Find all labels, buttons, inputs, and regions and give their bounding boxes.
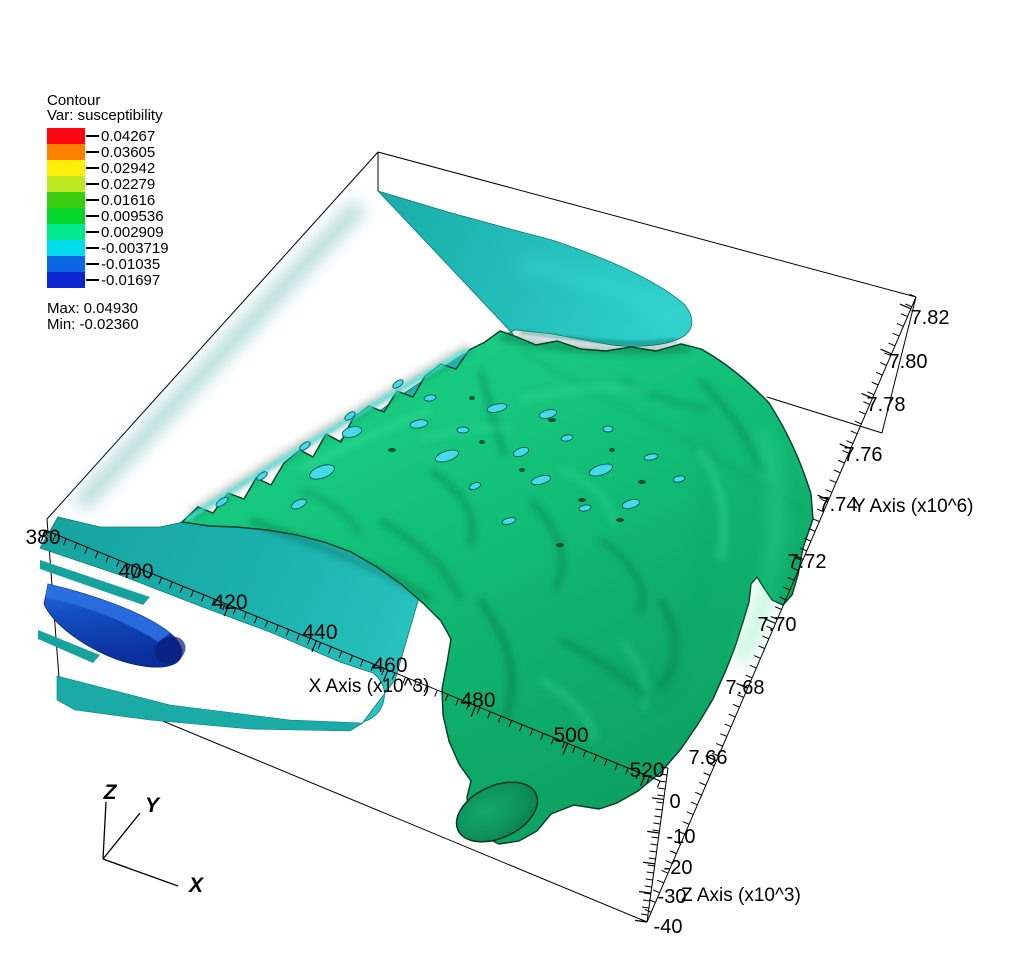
legend-tick xyxy=(86,279,99,281)
teal-slice-stripe-upper xyxy=(40,560,150,605)
legend-value: -0.01697 xyxy=(101,271,161,289)
teal-slice-stripe-lower xyxy=(38,630,100,663)
triad-z-label: Z xyxy=(103,781,118,804)
green-isosurface xyxy=(180,330,814,845)
legend-tick xyxy=(86,151,99,153)
y-axis-tick-label: 7.74 xyxy=(819,494,858,516)
y-axis-tick-label: 7.78 xyxy=(867,394,906,416)
z-axis-title: Z Axis (x10^3) xyxy=(681,885,801,906)
legend-entry: 0.04267 xyxy=(47,127,169,145)
legend-value: -0.01035 xyxy=(101,255,161,273)
x-axis-tick-label: 400 xyxy=(118,560,153,583)
z-axis-tick-label: -20 xyxy=(664,857,693,879)
legend-tick xyxy=(86,183,99,185)
legend-value: -0.003719 xyxy=(101,239,169,257)
y-axis-tick-label: 7.72 xyxy=(788,551,827,573)
legend-entry: 0.03605 xyxy=(47,143,169,161)
legend-tick xyxy=(86,215,99,217)
legend-value: 0.03605 xyxy=(101,143,156,161)
legend-value: 0.01616 xyxy=(101,191,156,209)
y-axis-tick-label: 7.70 xyxy=(758,614,797,636)
legend-variable: Var: susceptibility xyxy=(47,107,163,124)
legend-title: Contour xyxy=(47,92,101,109)
triad-y-label: Y xyxy=(145,794,161,817)
legend-min: Min: -0.02360 xyxy=(47,316,139,333)
legend-entry: 0.002909 xyxy=(47,223,169,241)
legend-tick xyxy=(86,199,99,201)
colorbar-swatch xyxy=(47,192,85,208)
cylinder-cut-face xyxy=(455,781,539,843)
z-axis-tick-label: -30 xyxy=(658,886,687,908)
y-axis-title: Y Axis (x10^6) xyxy=(853,496,974,517)
legend-value: 0.009536 xyxy=(101,207,164,225)
x-axis: 380 400 420 440 460 480 500 520 X Axis (x10^3) xyxy=(25,526,665,788)
x-axis-tick-label: 440 xyxy=(302,621,337,644)
teal-tongue-highlight xyxy=(518,254,684,329)
x-axis-tick-label: 480 xyxy=(460,689,495,712)
teal-bottom-slice xyxy=(56,675,364,732)
legend-entry: 0.01616 xyxy=(47,191,169,209)
legend-tick xyxy=(86,135,99,137)
colorbar-swatch xyxy=(47,224,85,240)
y-axis-tick-label: 7.68 xyxy=(726,677,765,699)
legend-tick xyxy=(86,247,99,249)
y-axis: 7.82 7.80 7.78 7.76 7.74 7.72 7.70 7.68 7.66 Y Ax… xyxy=(640,293,974,923)
x-axis-tick-label: 520 xyxy=(629,759,664,782)
colorbar-swatch xyxy=(47,160,85,176)
colorbar-swatch xyxy=(47,240,85,256)
colorbar-swatch xyxy=(47,128,85,144)
legend-max: Max: 0.04930 xyxy=(47,300,138,317)
colorbar-swatch xyxy=(47,208,85,224)
legend-entry: -0.01035 xyxy=(47,255,169,273)
z-axis-tick-label: 0 xyxy=(669,791,680,813)
x-axis-tick-label: 500 xyxy=(553,724,588,747)
z-axis: 0 -10 -20 -30 -40 Z Axis (x10^3) xyxy=(635,766,801,938)
green-surface-pits xyxy=(388,396,646,547)
colorbar-swatch xyxy=(47,176,85,192)
blue-isosurface-end-cap xyxy=(154,636,186,664)
colorbar: 0.04267 0.03605 0.02942 0.02279 0.01616 0.009… xyxy=(47,127,169,289)
colorbar-swatch xyxy=(47,256,85,272)
x-axis-tick-label: 420 xyxy=(212,591,247,614)
y-axis-tick-label: 7.80 xyxy=(889,351,928,373)
legend-entry: -0.003719 xyxy=(47,239,169,257)
legend-value: 0.02942 xyxy=(101,159,156,177)
z-axis-tick-label: -10 xyxy=(667,826,696,848)
cyan-patch-group xyxy=(215,379,686,525)
y-axis-tick-label: 7.66 xyxy=(689,747,728,769)
contour-legend: Contour Var: susceptibility 0.04267 0.036… xyxy=(47,93,169,333)
x-axis-title: X Axis (x10^3) xyxy=(309,676,430,697)
legend-entry: 0.02279 xyxy=(47,175,169,193)
x-axis-tick-label: 460 xyxy=(372,654,407,677)
legend-entry: -0.01697 xyxy=(47,271,169,289)
legend-tick xyxy=(86,263,99,265)
legend-entry: 0.02942 xyxy=(47,159,169,177)
z-axis-tick-label: -40 xyxy=(654,916,683,938)
colorbar-swatch xyxy=(47,144,85,160)
legend-tick xyxy=(86,167,99,169)
legend-value: 0.002909 xyxy=(101,223,164,241)
teal-tongue-underedge xyxy=(519,330,677,345)
triad-x-label: X xyxy=(188,874,205,897)
y-axis-tick-label: 7.76 xyxy=(844,444,883,466)
legend-entry: 0.009536 xyxy=(47,207,169,225)
blue-isosurface xyxy=(43,583,186,668)
blue-isosurface-top-face xyxy=(45,584,170,642)
orientation-triad: Z Y X xyxy=(102,781,205,897)
green-surface-highlights xyxy=(298,385,783,741)
legend-value: 0.02279 xyxy=(101,175,156,193)
colorbar-swatch xyxy=(47,272,85,288)
legend-tick xyxy=(86,231,99,233)
x-axis-tick-label: 380 xyxy=(25,526,60,549)
teal-slab-shading xyxy=(73,198,367,512)
triad-axes-lines xyxy=(102,801,179,887)
y-axis-tick-label: 7.82 xyxy=(911,307,950,329)
legend-value: 0.04267 xyxy=(101,127,156,145)
